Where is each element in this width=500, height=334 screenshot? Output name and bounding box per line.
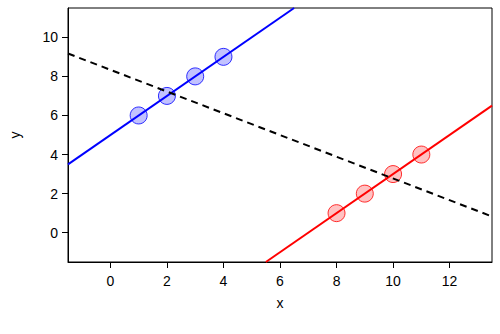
svg-text:y: y (7, 132, 23, 139)
svg-text:12: 12 (442, 273, 458, 289)
svg-text:0: 0 (50, 225, 58, 241)
svg-text:4: 4 (220, 273, 228, 289)
svg-text:2: 2 (163, 273, 171, 289)
svg-text:6: 6 (50, 107, 58, 123)
svg-text:6: 6 (276, 273, 284, 289)
svg-text:10: 10 (42, 29, 58, 45)
svg-text:10: 10 (385, 273, 401, 289)
svg-text:2: 2 (50, 186, 58, 202)
svg-text:8: 8 (333, 273, 341, 289)
svg-text:4: 4 (50, 147, 58, 163)
svg-text:0: 0 (107, 273, 115, 289)
svg-text:8: 8 (50, 68, 58, 84)
svg-text:x: x (277, 295, 284, 311)
